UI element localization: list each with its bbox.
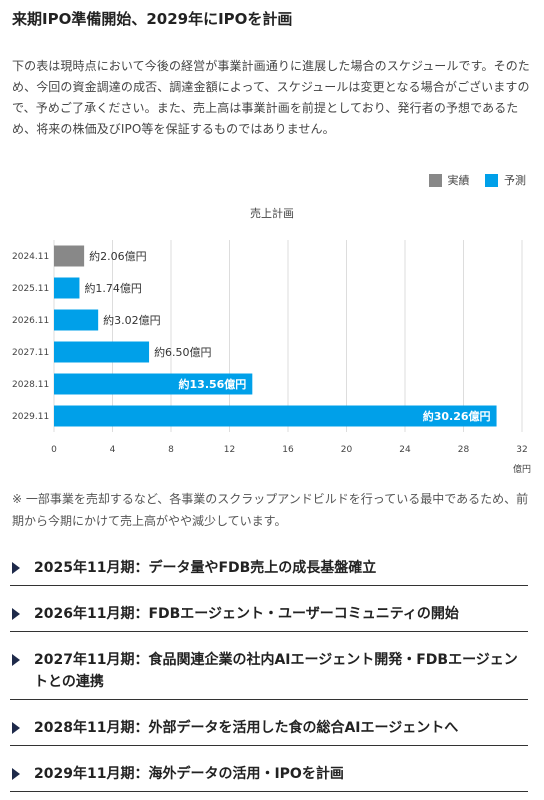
milestone-item[interactable]: 2026年11月期：FDBエージェント・ユーザーコミュニティの開始 bbox=[10, 594, 528, 632]
data-label: 約6.50億円 bbox=[154, 345, 212, 359]
y-tick-label: 2024.11 bbox=[12, 252, 49, 262]
legend-actual: 実績 bbox=[428, 172, 470, 188]
triangle-right-icon bbox=[12, 562, 20, 574]
milestone-item[interactable]: 2028年11月期：外部データを活用した食の総合AIエージェントへ bbox=[10, 708, 528, 746]
milestone-item[interactable]: 2027年11月期：食品関連企業の社内AIエージェント開発・FDBエージェントと… bbox=[10, 640, 528, 700]
y-tick-label: 2028.11 bbox=[12, 380, 49, 390]
chart-legend: 実績 予測 bbox=[417, 172, 526, 188]
legend-actual-label: 実績 bbox=[447, 174, 470, 187]
x-tick-label: 24 bbox=[399, 445, 411, 455]
triangle-right-icon bbox=[12, 722, 20, 734]
data-label: 約3.02億円 bbox=[103, 313, 161, 327]
triangle-right-icon bbox=[12, 608, 20, 620]
bar bbox=[54, 277, 80, 299]
data-label: 約2.06億円 bbox=[89, 249, 147, 263]
x-tick-label: 20 bbox=[341, 445, 353, 455]
bar bbox=[54, 373, 253, 395]
milestone-label: 2028年11月期：外部データを活用した食の総合AIエージェントへ bbox=[34, 720, 459, 736]
bar bbox=[54, 341, 150, 363]
legend-forecast: 予測 bbox=[485, 172, 526, 188]
footnote: ※ 一部事業を売却するなど、各事業のスクラップアンドビルドを行っている最中である… bbox=[12, 492, 529, 528]
x-tick-label: 28 bbox=[458, 445, 470, 455]
page-title: 来期IPO準備開始、2029年にIPOを計画 bbox=[12, 10, 293, 28]
y-tick-label: 2027.11 bbox=[12, 348, 49, 358]
data-label: 約30.26億円 bbox=[423, 409, 491, 423]
legend-forecast-label: 予測 bbox=[504, 174, 526, 187]
x-axis-unit: 億円 bbox=[513, 463, 531, 475]
milestone-label: 2025年11月期：データ量やFDB売上の成長基盤確立 bbox=[34, 560, 377, 576]
legend-forecast-swatch bbox=[485, 173, 498, 187]
x-tick-label: 32 bbox=[516, 445, 527, 455]
bar bbox=[54, 245, 85, 267]
legend-actual-swatch bbox=[428, 173, 442, 187]
x-tick-label: 8 bbox=[168, 445, 174, 455]
milestone-item[interactable]: 2029年11月期：海外データの活用・IPOを計画 bbox=[10, 754, 528, 792]
sales-plan-chart: 0 4 8 12 16 20 24 28 32 億円 2024.11 約2.06億円 2025.11 約1… bbox=[12, 240, 531, 475]
bar bbox=[54, 405, 497, 427]
y-tick-label: 2025.11 bbox=[12, 284, 49, 294]
triangle-right-icon bbox=[12, 768, 20, 780]
x-tick-label: 16 bbox=[282, 445, 294, 455]
y-tick-label: 2026.11 bbox=[12, 316, 49, 326]
milestone-label: 2027年11月期：食品関連企業の社内AIエージェント開発・FDBエージェントと… bbox=[34, 652, 518, 690]
milestone-list: 2025年11月期：データ量やFDB売上の成長基盤確立 2026年11月期：FD… bbox=[10, 548, 528, 800]
data-label: 約1.74億円 bbox=[84, 281, 142, 295]
triangle-right-icon bbox=[12, 654, 20, 666]
y-tick-label: 2029.11 bbox=[12, 412, 49, 422]
x-tick-label: 12 bbox=[224, 445, 235, 455]
milestone-item[interactable]: 2025年11月期：データ量やFDB売上の成長基盤確立 bbox=[10, 548, 528, 586]
milestone-label: 2029年11月期：海外データの活用・IPOを計画 bbox=[34, 766, 344, 782]
chart-title: 売上計画 bbox=[250, 207, 294, 220]
x-tick-label: 0 bbox=[51, 445, 57, 455]
bar bbox=[54, 309, 99, 331]
intro-text: 下の表は現時点において今後の経営が事業計画通りに進展した場合のスケジュールです。… bbox=[12, 59, 530, 136]
data-label: 約13.56億円 bbox=[179, 377, 247, 391]
milestone-label: 2026年11月期：FDBエージェント・ユーザーコミュニティの開始 bbox=[34, 606, 459, 622]
x-tick-label: 4 bbox=[110, 445, 116, 455]
